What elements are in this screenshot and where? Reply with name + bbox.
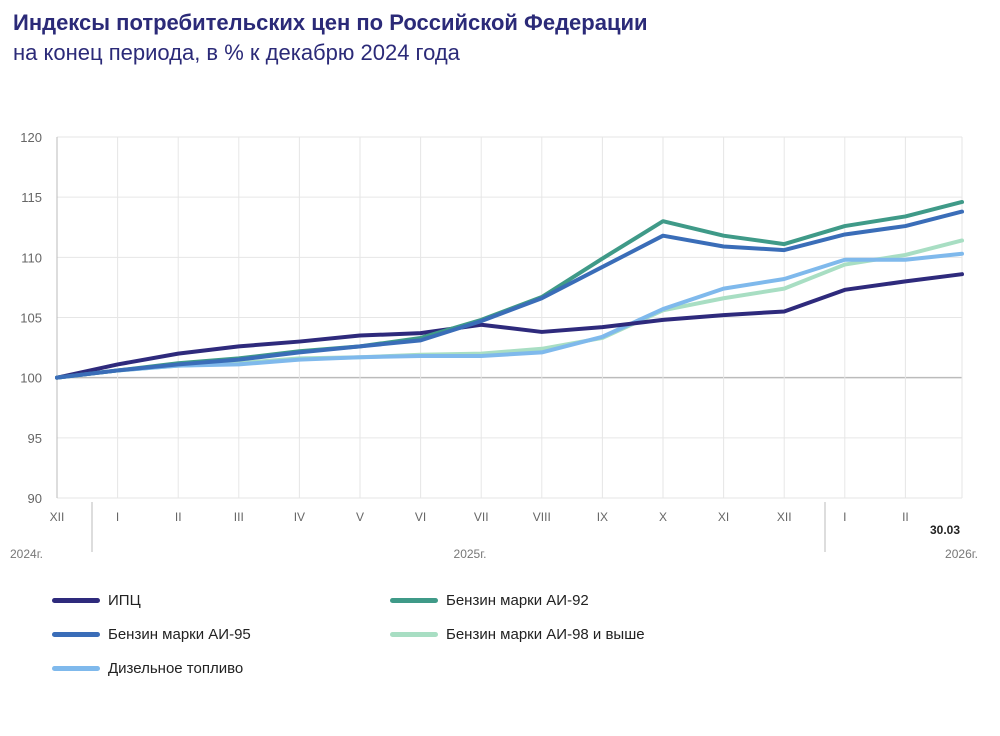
legend-label: Бензин марки АИ-98 и выше [446, 626, 645, 643]
x-tick-label: IX [597, 510, 608, 524]
x-tick-label: II [902, 510, 909, 524]
series-line-0 [55, 272, 964, 380]
x-tick-label: XII [777, 510, 792, 524]
year-label: 2026г. [945, 547, 978, 561]
series-line-4 [55, 251, 964, 380]
x-tick-label: XI [718, 510, 729, 524]
x-tick-label: II [175, 510, 182, 524]
legend-label: Дизельное топливо [108, 660, 244, 677]
legend-label: Бензин марки АИ-92 [446, 592, 589, 609]
legend-swatch [52, 666, 100, 671]
series-line-2 [55, 209, 964, 380]
y-tick-label: 110 [21, 250, 42, 265]
legend-label: ИПЦ [108, 592, 141, 609]
chart-subtitle: на конец периода, в % к декабрю 2024 год… [13, 40, 460, 65]
legend-item: Бензин марки АИ-95 [52, 626, 251, 643]
legend-swatch [52, 632, 100, 637]
legend-item: Дизельное топливо [52, 660, 243, 677]
x-tick-label: 30.03 [930, 523, 960, 537]
year-label: 2024г. [10, 547, 43, 561]
y-tick-label: 95 [28, 431, 42, 446]
chart-title: Индексы потребительских цен по Российско… [13, 10, 648, 35]
legend-item: Бензин марки АИ-98 и выше [390, 626, 645, 643]
y-tick-label: 100 [20, 371, 42, 386]
x-tick-label: I [116, 510, 119, 524]
legend-item: Бензин марки АИ-92 [390, 592, 589, 609]
x-tick-label: VIII [533, 510, 551, 524]
y-tick-label: 90 [28, 491, 42, 506]
legend-swatch [390, 598, 438, 603]
x-tick-label: VI [415, 510, 426, 524]
x-tick-label: V [356, 510, 364, 524]
year-label: 2025г. [454, 547, 487, 561]
legend-label: Бензин марки АИ-95 [108, 626, 251, 643]
x-tick-label: III [234, 510, 244, 524]
y-tick-label: 115 [21, 190, 42, 205]
legend-item: ИПЦ [52, 592, 141, 609]
x-tick-label: IV [294, 510, 305, 524]
x-tick-label: VII [474, 510, 489, 524]
x-tick-label: XII [50, 510, 65, 524]
legend-swatch [390, 632, 438, 637]
legend-swatch [52, 598, 100, 603]
x-tick-label: X [659, 510, 667, 524]
x-tick-label: I [843, 510, 846, 524]
y-tick-label: 105 [20, 311, 42, 326]
y-tick-label: 120 [20, 130, 42, 145]
